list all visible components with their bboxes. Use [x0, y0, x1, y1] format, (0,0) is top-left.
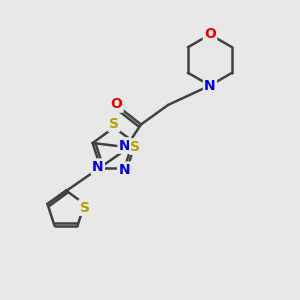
- Text: N: N: [119, 139, 130, 152]
- Text: N: N: [204, 79, 216, 92]
- Text: S: S: [109, 117, 119, 131]
- Text: S: S: [80, 201, 89, 214]
- Text: H: H: [133, 139, 142, 152]
- Text: O: O: [204, 28, 216, 41]
- Text: N: N: [118, 163, 130, 177]
- Text: O: O: [110, 98, 122, 111]
- Text: S: S: [130, 140, 140, 154]
- Text: N: N: [92, 160, 103, 174]
